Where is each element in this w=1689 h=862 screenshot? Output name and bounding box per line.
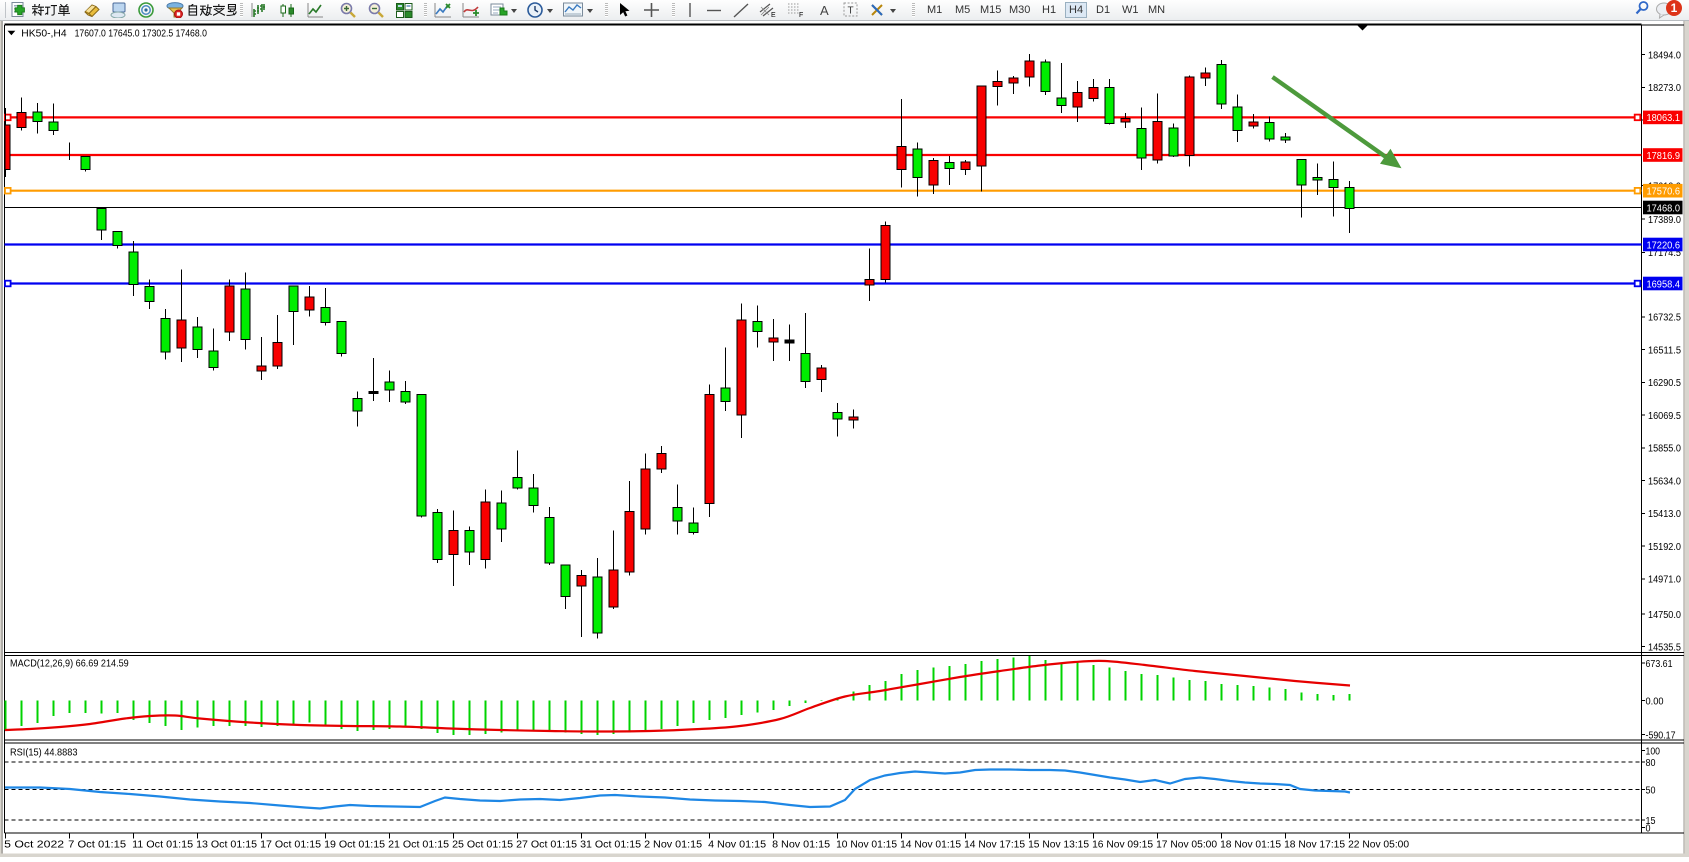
svg-text:21 Oct 01:15: 21 Oct 01:15 xyxy=(388,839,449,850)
svg-text:15634.0: 15634.0 xyxy=(1648,476,1681,487)
svg-text:18273.0: 18273.0 xyxy=(1648,83,1681,94)
svg-text:80: 80 xyxy=(1646,758,1656,769)
svg-text:15 Nov 13:15: 15 Nov 13:15 xyxy=(1028,839,1089,850)
svg-text:17570.6: 17570.6 xyxy=(1647,187,1681,198)
svg-text:17389.0: 17389.0 xyxy=(1648,215,1681,226)
svg-text:15192.0: 15192.0 xyxy=(1648,542,1681,553)
svg-text:RSI(15) 44.8883: RSI(15) 44.8883 xyxy=(10,747,78,759)
svg-text:MACD(12,26,9) 66.69 214.59: MACD(12,26,9) 66.69 214.59 xyxy=(10,658,129,670)
svg-text:HK50-,H4: HK50-,H4 xyxy=(21,27,66,39)
svg-text:16069.5: 16069.5 xyxy=(1648,411,1681,422)
svg-text:18494.0: 18494.0 xyxy=(1648,50,1681,61)
svg-text:E: E xyxy=(771,12,776,18)
svg-text:25 Oct 01:15: 25 Oct 01:15 xyxy=(452,839,513,850)
svg-text:17816.9: 17816.9 xyxy=(1647,151,1681,162)
svg-text:15855.0: 15855.0 xyxy=(1648,444,1681,455)
svg-text:22 Nov 05:00: 22 Nov 05:00 xyxy=(1348,839,1409,850)
svg-text:T: T xyxy=(848,6,854,17)
svg-text:673.61: 673.61 xyxy=(1646,659,1673,670)
svg-text:13 Oct 01:15: 13 Oct 01:15 xyxy=(196,839,257,850)
svg-text:18 Nov 01:15: 18 Nov 01:15 xyxy=(1220,839,1281,850)
svg-text:2 Nov 01:15: 2 Nov 01:15 xyxy=(644,839,702,850)
svg-text:4 Nov 01:15: 4 Nov 01:15 xyxy=(708,839,766,850)
svg-text:19 Oct 01:15: 19 Oct 01:15 xyxy=(324,839,385,850)
svg-text:16 Nov 09:15: 16 Nov 09:15 xyxy=(1092,839,1153,850)
svg-text:F: F xyxy=(799,12,803,18)
svg-text:18063.1: 18063.1 xyxy=(1647,113,1681,124)
svg-text:100: 100 xyxy=(1646,746,1661,757)
svg-text:17 Oct 01:15: 17 Oct 01:15 xyxy=(260,839,321,850)
svg-text:0.00: 0.00 xyxy=(1646,696,1664,707)
svg-text:14971.0: 14971.0 xyxy=(1648,575,1681,586)
svg-text:18 Nov 17:15: 18 Nov 17:15 xyxy=(1284,839,1345,850)
svg-text:16732.5: 16732.5 xyxy=(1648,313,1681,324)
svg-text:14750.0: 14750.0 xyxy=(1648,610,1681,621)
svg-text:27 Oct 01:15: 27 Oct 01:15 xyxy=(516,839,577,850)
svg-text:15: 15 xyxy=(1646,816,1656,827)
svg-text:17174.5: 17174.5 xyxy=(1648,248,1681,259)
svg-text:17220.6: 17220.6 xyxy=(1647,240,1681,251)
svg-text:16958.4: 16958.4 xyxy=(1647,279,1681,290)
svg-text:50: 50 xyxy=(1646,785,1656,796)
svg-text:17 Nov 05:00: 17 Nov 05:00 xyxy=(1156,839,1217,850)
svg-text:0: 0 xyxy=(1646,823,1651,834)
svg-text:-590.17: -590.17 xyxy=(1646,730,1676,741)
svg-text:15413.0: 15413.0 xyxy=(1648,509,1681,520)
svg-text:31 Oct 01:15: 31 Oct 01:15 xyxy=(580,839,641,850)
svg-text:7 Oct 01:15: 7 Oct 01:15 xyxy=(68,839,126,850)
svg-text:17468.0: 17468.0 xyxy=(1647,203,1681,214)
svg-text:14535.5: 14535.5 xyxy=(1648,642,1681,653)
svg-text:14 Nov 17:15: 14 Nov 17:15 xyxy=(964,839,1025,850)
svg-text:14 Nov 01:15: 14 Nov 01:15 xyxy=(900,839,961,850)
svg-text:8 Nov 01:15: 8 Nov 01:15 xyxy=(772,839,830,850)
svg-text:16290.5: 16290.5 xyxy=(1648,378,1681,389)
svg-text:5 Oct 2022: 5 Oct 2022 xyxy=(4,839,65,850)
svg-text:17607.0 17645.0 17302.5 17468.: 17607.0 17645.0 17302.5 17468.0 xyxy=(75,27,207,39)
svg-text:11 Oct 01:15: 11 Oct 01:15 xyxy=(132,839,193,850)
svg-text:16511.5: 16511.5 xyxy=(1648,345,1681,356)
svg-text:10 Nov 01:15: 10 Nov 01:15 xyxy=(836,839,897,850)
